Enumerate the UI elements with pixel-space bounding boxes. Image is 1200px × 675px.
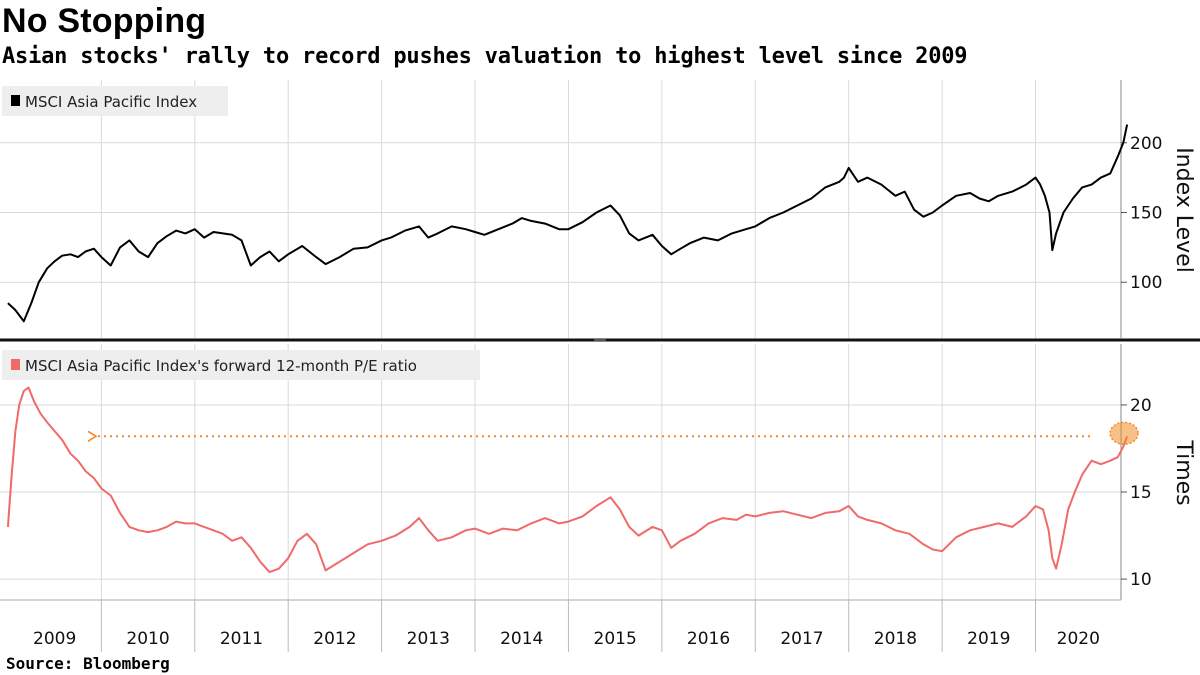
- index-y-ticks: 100 150 200: [1121, 134, 1162, 293]
- index-legend-bg: [2, 86, 228, 116]
- index-y-axis-title: Index Level: [1171, 147, 1196, 273]
- x-tick-label-2018: 2018: [874, 629, 917, 649]
- index-panel: 100 150 200 Index Level MSCI Asia Pacific …: [0, 80, 1196, 338]
- page-subtitle: Asian stocks' rally to record pushes val…: [2, 44, 968, 69]
- source-note: Source: Bloomberg: [6, 654, 170, 673]
- index-legend-swatch: [11, 95, 20, 106]
- index-legend-label: MSCI Asia Pacific Index: [25, 93, 197, 111]
- index-horizontal-gridlines: [0, 142, 1121, 283]
- index-vertical-gridlines: [100, 80, 1037, 338]
- x-tick-label-2013: 2013: [407, 629, 450, 649]
- pe-series-line: [6, 386, 1129, 574]
- top-ytick-label-200: 200: [1130, 134, 1162, 154]
- index-series-line: [7, 124, 1129, 323]
- x-tick-label-2014: 2014: [500, 629, 543, 649]
- x-tick-label-2019: 2019: [967, 629, 1010, 649]
- bot-ytick-label-15: 15: [1130, 483, 1152, 503]
- latest-value-highlight-circle: [1109, 421, 1139, 446]
- x-tick-label-2015: 2015: [594, 629, 637, 649]
- bot-ytick-label-20: 20: [1130, 396, 1152, 416]
- x-tick-label-2009: 2009: [33, 629, 76, 649]
- page-title: No Stopping: [2, 2, 207, 40]
- x-tick-label-2011: 2011: [220, 629, 263, 649]
- pe-legend-swatch: [11, 359, 20, 370]
- bot-ytick-label-10: 10: [1130, 570, 1152, 590]
- pe-legend-bg: [2, 350, 480, 380]
- x-tick-label-2010: 2010: [126, 629, 169, 649]
- x-tick-label-2017: 2017: [780, 629, 823, 649]
- pe-legend-label: MSCI Asia Pacific Index's forward 12-mon…: [25, 357, 417, 375]
- pe-legend: MSCI Asia Pacific Index's forward 12-mon…: [2, 350, 480, 380]
- x-tick-label-2012: 2012: [313, 629, 356, 649]
- index-legend: MSCI Asia Pacific Index: [2, 86, 228, 116]
- pe-horizontal-gridlines: [0, 404, 1121, 580]
- top-ytick-label-100: 100: [1130, 273, 1162, 293]
- x-tick-label-2016: 2016: [687, 629, 730, 649]
- x-tick-label-2020: 2020: [1057, 629, 1100, 649]
- top-ytick-label-150: 150: [1130, 203, 1162, 223]
- pe-panel: 10 15 20 Times MSCI Asia Pacific Index's f…: [0, 344, 1196, 600]
- pe-y-ticks: 10 15 20: [1121, 396, 1152, 590]
- x-axis-year-ticks: 2009 2010 2011 2012 2013 2014 2015 2016 2017 2018…: [33, 600, 1100, 652]
- pe-y-axis-title: Times: [1171, 439, 1196, 505]
- pe-vertical-gridlines: [100, 344, 1037, 600]
